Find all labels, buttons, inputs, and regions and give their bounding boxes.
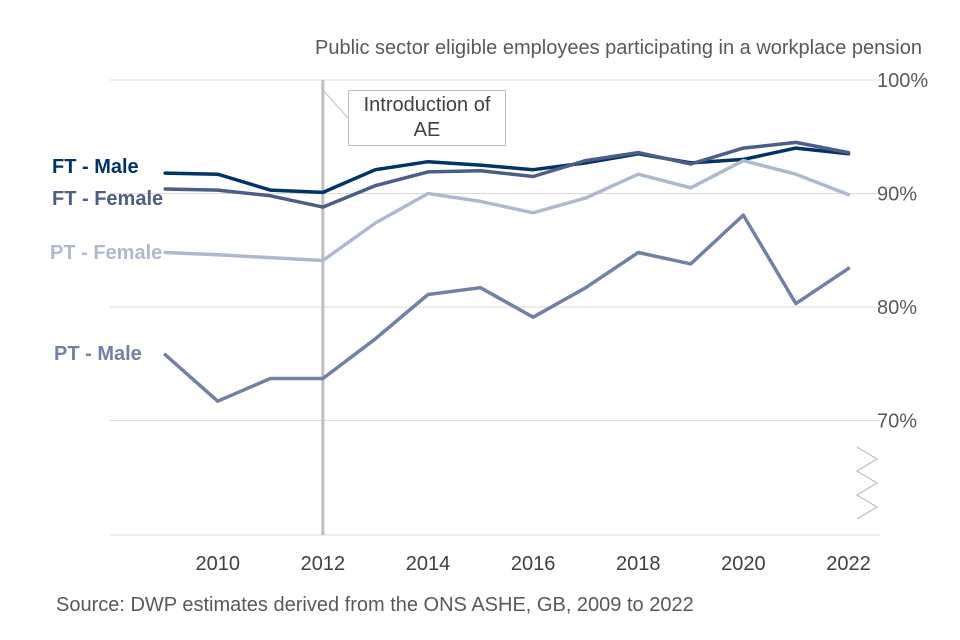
series-label-pt-male: PT - Male	[54, 343, 142, 365]
x-tick-label-2014: 2014	[406, 553, 451, 575]
x-tick-label-2020: 2020	[721, 553, 766, 575]
series-line-pt-male	[163, 213, 851, 403]
chart-title: Public sector eligible employees partici…	[314, 37, 922, 59]
series-label-ft-female: FT - Female	[52, 188, 164, 210]
series-label-pt-female: PT - Female	[50, 242, 163, 264]
axis-break-mark	[855, 446, 879, 520]
annotation-leader-line	[322, 89, 349, 119]
y-tick-label-90: 90%	[877, 184, 917, 206]
y-tick-label-80: 80%	[877, 297, 917, 319]
y-tick-label-100: 100%	[877, 70, 928, 92]
annotation-introduction-of-ae: Introduction of AE	[348, 90, 506, 146]
y-tick-label-70: 70%	[877, 411, 917, 433]
x-tick-label-2010: 2010	[195, 553, 240, 575]
series-label-ft-male: FT - Male	[52, 156, 139, 178]
x-tick-label-2016: 2016	[511, 553, 556, 575]
x-tick-label-2012: 2012	[301, 553, 346, 575]
series-line-pt-female	[163, 158, 851, 263]
x-tick-label-2022: 2022	[826, 553, 871, 575]
series-line-ft-female	[163, 140, 851, 209]
series-line-ft-male	[163, 146, 851, 195]
source-note: Source: DWP estimates derived from the O…	[56, 594, 694, 616]
x-tick-label-2018: 2018	[616, 553, 661, 575]
